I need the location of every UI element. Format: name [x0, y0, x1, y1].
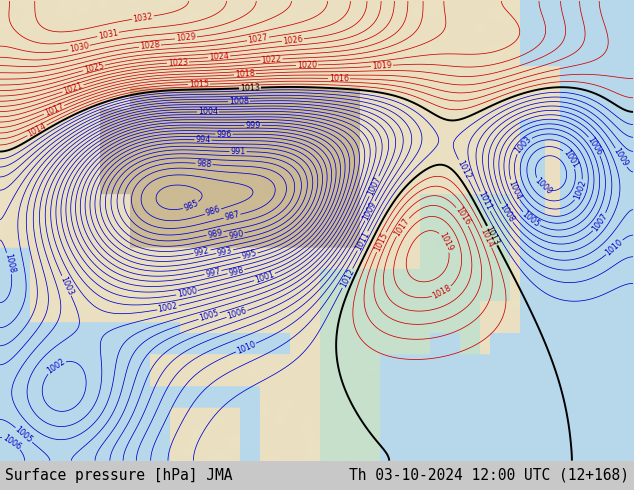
Text: 1010: 1010 — [235, 340, 257, 356]
Text: 1024: 1024 — [209, 51, 230, 62]
Text: 1019: 1019 — [372, 61, 392, 71]
Text: 1004: 1004 — [506, 179, 522, 201]
Text: 995: 995 — [240, 249, 257, 262]
Text: 1013: 1013 — [240, 83, 260, 93]
Text: 1008: 1008 — [3, 253, 16, 274]
Text: 1022: 1022 — [261, 54, 282, 65]
Text: 994: 994 — [195, 135, 210, 145]
Text: 1001: 1001 — [561, 148, 579, 170]
Text: 1019: 1019 — [437, 231, 455, 253]
Text: 1030: 1030 — [68, 41, 89, 54]
Text: 1006: 1006 — [1, 433, 23, 451]
Text: 1012: 1012 — [455, 159, 472, 180]
Text: 1006: 1006 — [586, 135, 604, 157]
Text: 1032: 1032 — [133, 12, 153, 24]
Text: 1016: 1016 — [453, 206, 472, 227]
Text: 1031: 1031 — [97, 28, 119, 41]
Text: 1005: 1005 — [198, 309, 220, 323]
Text: 1026: 1026 — [283, 34, 304, 46]
Text: 990: 990 — [228, 229, 244, 241]
Text: 1004: 1004 — [198, 107, 218, 117]
Text: 1020: 1020 — [297, 60, 317, 70]
Text: 998: 998 — [228, 266, 245, 278]
Text: 989: 989 — [207, 227, 223, 240]
Text: 996: 996 — [216, 129, 231, 139]
Text: 1010: 1010 — [604, 237, 625, 257]
Text: 1023: 1023 — [168, 57, 188, 68]
Text: 1028: 1028 — [139, 41, 160, 51]
Text: Th 03-10-2024 12:00 UTC (12+168): Th 03-10-2024 12:00 UTC (12+168) — [349, 468, 629, 483]
Text: 1001: 1001 — [254, 270, 276, 285]
Text: 1013: 1013 — [484, 225, 501, 246]
Text: 1000: 1000 — [176, 287, 198, 299]
Text: 1027: 1027 — [247, 33, 269, 45]
Text: 1005: 1005 — [13, 425, 34, 445]
Text: 1005: 1005 — [521, 210, 541, 229]
Text: Surface pressure [hPa] JMA: Surface pressure [hPa] JMA — [5, 468, 233, 483]
Text: 993: 993 — [216, 245, 233, 258]
Text: 1011: 1011 — [477, 191, 493, 212]
Text: 987: 987 — [224, 210, 240, 222]
Text: 1002: 1002 — [573, 179, 588, 201]
Text: 1021: 1021 — [62, 81, 84, 96]
Text: 1003: 1003 — [58, 275, 75, 297]
Text: 1015: 1015 — [189, 79, 209, 89]
Text: 1000: 1000 — [533, 176, 553, 197]
Text: 999: 999 — [245, 121, 261, 130]
Text: 1014: 1014 — [479, 227, 495, 248]
Text: 1029: 1029 — [176, 32, 197, 44]
Text: 1008: 1008 — [229, 97, 249, 106]
Text: 1007: 1007 — [366, 175, 382, 197]
Text: 1008: 1008 — [498, 202, 516, 224]
Text: 1012: 1012 — [339, 267, 356, 289]
Text: 992: 992 — [193, 246, 210, 258]
Text: 1011: 1011 — [354, 230, 372, 252]
Text: 1018: 1018 — [431, 284, 453, 301]
Text: 985: 985 — [182, 198, 200, 213]
Text: 1006: 1006 — [226, 307, 248, 321]
Text: 1018: 1018 — [235, 69, 256, 79]
Text: 1002: 1002 — [157, 301, 179, 314]
Text: 1025: 1025 — [83, 61, 105, 74]
Text: 1002: 1002 — [45, 357, 67, 376]
Text: 997: 997 — [205, 267, 221, 279]
Text: 988: 988 — [196, 159, 212, 169]
Text: 1007: 1007 — [590, 212, 609, 233]
Text: 1003: 1003 — [513, 135, 533, 155]
Text: 991: 991 — [230, 147, 246, 156]
Text: 1014: 1014 — [26, 122, 48, 139]
Text: 1016: 1016 — [329, 74, 349, 83]
Text: 1017: 1017 — [393, 216, 411, 238]
Text: 1009: 1009 — [361, 200, 378, 222]
Text: 1017: 1017 — [43, 102, 65, 118]
Text: 1009: 1009 — [612, 147, 630, 169]
Text: 1015: 1015 — [373, 231, 390, 253]
Text: 986: 986 — [204, 205, 221, 218]
